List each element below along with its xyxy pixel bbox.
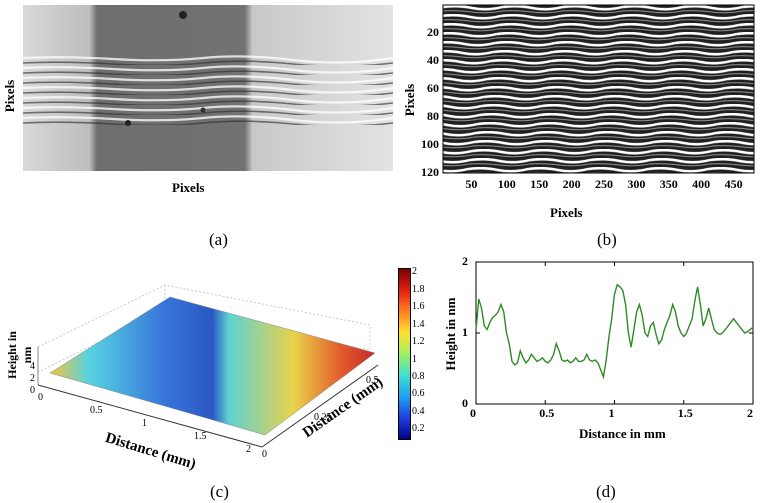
panel-c-colorbar-tick: 1 — [412, 353, 417, 365]
panel-b-ytick: 60 — [427, 81, 439, 95]
panel-b-ylabel: Pixels — [402, 83, 417, 117]
panel-b-xtick: 100 — [497, 177, 516, 191]
panel-c-colorbar-tick: 0.8 — [412, 370, 425, 382]
panel-c-xtick: 0.5 — [90, 405, 103, 416]
panel-d-xtick: 0 — [470, 406, 476, 420]
panel-d-xtick: 1 — [608, 406, 615, 420]
panel-c-xtick: 2 — [246, 444, 251, 455]
panel-d-ytick: 0 — [462, 396, 468, 410]
panel-c-xtick: 0 — [38, 392, 43, 403]
panel-c-ytick: 0.5 — [366, 375, 379, 386]
panel-b-ytick: 20 — [427, 25, 439, 39]
panel-b-ytick: 120 — [421, 165, 439, 179]
panel-b-xtick: 300 — [627, 177, 646, 191]
panel-d-label: (d) — [596, 482, 616, 501]
panel-c-colorbar-tick: 1.8 — [412, 283, 425, 295]
panel-c-ztick: 2 — [30, 373, 35, 384]
panel-c-colorbar-tick: 0.4 — [412, 405, 425, 417]
panel-c-ztick: 4 — [30, 361, 35, 372]
panel-c-colorbar-tick: 0.2 — [412, 423, 425, 435]
panel-c-ytick: 0.25 — [314, 412, 332, 423]
panel-b-xtick: 400 — [692, 177, 711, 191]
panel-d-xtick: 2 — [747, 406, 753, 420]
panel-b-xtick: 200 — [562, 177, 581, 191]
panel-b-xtick: 250 — [594, 177, 613, 191]
panel-b-ytick: 80 — [427, 109, 439, 123]
panel-c-xtick: 1.5 — [194, 431, 207, 442]
panel-c-colorbar — [398, 268, 411, 440]
panel-c-surface — [37, 284, 379, 448]
panel-c-ztick: 0 — [30, 385, 35, 396]
panel-a-label: (a) — [209, 230, 228, 249]
panel-b-ytick: 40 — [427, 53, 439, 67]
panel-b-xtick: 50 — [465, 177, 478, 191]
panel-c-ytick: 0 — [262, 449, 267, 460]
panel-b-image — [442, 4, 755, 174]
panel-d-plot — [475, 261, 754, 405]
panel-b-label: (b) — [597, 230, 617, 249]
panel-b-xlabel: Pixels — [550, 205, 583, 220]
panel-a-ylabel: Pixels — [2, 79, 17, 113]
panel-c-xtick: 1 — [142, 418, 147, 429]
panel-d-xtick: 1.5 — [677, 406, 693, 420]
panel-c-colorbar-tick: 1.6 — [412, 301, 425, 313]
panel-b-ytick: 100 — [421, 137, 439, 151]
panel-d-xlabel: Distance in mm — [579, 426, 666, 441]
panel-a-image — [23, 5, 393, 171]
panel-b-xtick: 150 — [530, 177, 549, 191]
panel-b-xtick: 350 — [659, 177, 678, 191]
panel-d-series-line — [475, 283, 754, 380]
panel-c-colorbar-tick: 1.4 — [412, 318, 425, 330]
panel-c-colorbar-tick: 0.6 — [412, 388, 425, 400]
panel-d-ytick: 2 — [462, 254, 468, 268]
panel-c-label: (c) — [210, 482, 229, 501]
panel-d-xtick: 0.5 — [539, 406, 555, 420]
panel-b-xtick: 450 — [724, 177, 743, 191]
panel-c-colorbar-tick: 1.2 — [412, 336, 425, 348]
panel-d-ytick: 1 — [462, 325, 468, 339]
panel-d-ylabel: Height in nm — [443, 297, 458, 371]
panel-a-xlabel: Pixels — [172, 180, 205, 195]
panel-c-colorbar-tick: 2 — [412, 266, 417, 278]
